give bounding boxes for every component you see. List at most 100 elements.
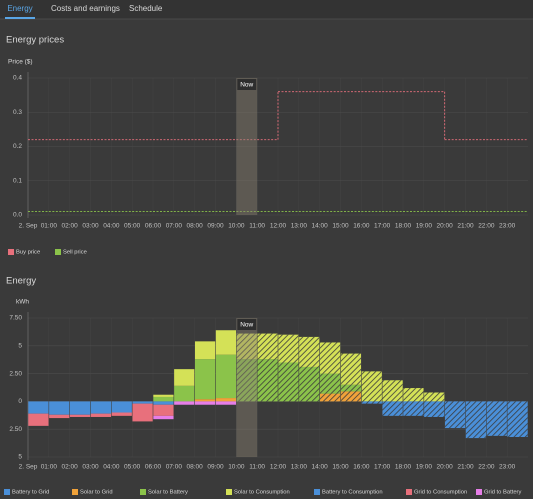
bar-segment: [153, 396, 174, 402]
legend-swatch: [406, 489, 412, 495]
x-tick-label: 02:00: [62, 464, 79, 471]
x-tick-label: 03:00: [82, 223, 99, 230]
forecast-hatch: [319, 393, 341, 402]
forecast-hatch: [403, 401, 424, 416]
forecast-hatch: [424, 392, 445, 402]
tab-indicator: [5, 17, 35, 19]
legend-swatch: [8, 249, 14, 255]
x-tick-label: 17:00: [374, 464, 391, 471]
bar-segment: [194, 341, 216, 360]
x-tick-label: 11:00: [249, 464, 265, 471]
y-tick-label: 5: [18, 454, 22, 461]
x-tick-label: 23:00: [499, 464, 516, 471]
forecast-hatch: [278, 362, 299, 402]
bar-segment: [49, 401, 70, 415]
now-label-bg: [237, 79, 257, 90]
legend-swatch: [314, 489, 320, 495]
legend-swatch: [476, 489, 482, 495]
y-tick-label: 7.50: [9, 315, 22, 322]
forecast-hatch: [382, 380, 403, 402]
x-tick-label: 09:00: [207, 223, 224, 230]
x-tick-label: 18:00: [395, 464, 412, 471]
x-tick-label: 19:00: [416, 464, 433, 471]
y-tick-label: 0.2: [13, 143, 22, 150]
forecast-hatch: [340, 391, 362, 402]
x-tick-label: 06:00: [145, 223, 162, 230]
now-label: Now: [240, 322, 253, 329]
forecast-hatch: [403, 388, 424, 402]
now-band: [236, 318, 258, 457]
y-tick-label: 2.50: [9, 426, 22, 433]
x-tick-label: 2. Sep: [19, 464, 38, 471]
x-tick-label: 07:00: [166, 464, 183, 471]
legend-label: Solar to Battery: [148, 490, 188, 496]
legend-swatch: [140, 489, 146, 495]
legend-label: Solar to Consumption: [234, 490, 290, 496]
x-tick-label: 2. Sep: [19, 223, 38, 230]
bar-segment: [153, 401, 174, 405]
forecast-hatch: [340, 384, 362, 392]
x-tick-label: 21:00: [457, 223, 474, 230]
x-tick-label: 10:00: [228, 464, 245, 471]
x-tick-label: 17:00: [374, 223, 391, 230]
legend-swatch: [72, 489, 78, 495]
bar-segment: [90, 401, 112, 414]
legend-label: Sell price: [63, 250, 87, 256]
forecast-hatch: [319, 373, 341, 394]
bar-segment: [28, 401, 49, 414]
legend-swatch: [4, 489, 10, 495]
y-tick-label: 2.50: [9, 370, 22, 377]
x-tick-label: 14:00: [312, 223, 329, 230]
x-tick-label: 07:00: [166, 223, 183, 230]
tab[interactable]: Costs and earnings: [51, 4, 120, 13]
x-tick-label: 05:00: [124, 464, 141, 471]
y-tick-label: 0.1: [13, 177, 22, 184]
x-tick-label: 22:00: [478, 464, 495, 471]
bar-segment: [194, 359, 216, 400]
bar-segment: [215, 330, 237, 355]
x-tick-label: 22:00: [478, 223, 495, 230]
y-axis-label: kWh: [16, 299, 29, 306]
x-tick-label: 11:00: [249, 223, 265, 230]
forecast-hatch: [486, 401, 507, 436]
legend-label: Battery to Grid: [12, 490, 49, 496]
y-tick-label: 0.3: [13, 109, 22, 116]
x-tick-label: 08:00: [187, 464, 204, 471]
x-tick-label: 12:00: [270, 223, 287, 230]
bar-segment: [132, 403, 153, 422]
forecast-hatch: [424, 401, 445, 417]
x-tick-label: 10:00: [228, 223, 245, 230]
x-tick-label: 13:00: [291, 223, 308, 230]
bar-segment: [69, 414, 91, 417]
x-tick-label: 01:00: [41, 223, 58, 230]
x-tick-label: 05:00: [124, 223, 141, 230]
bar-segment: [90, 413, 112, 417]
forecast-hatch: [236, 359, 257, 402]
x-tick-label: 09:00: [207, 464, 224, 471]
x-tick-label: 20:00: [437, 223, 454, 230]
x-tick-label: 15:00: [332, 223, 349, 230]
now-label-bg: [237, 319, 257, 330]
forecast-hatch: [319, 342, 341, 374]
legend-swatch: [226, 489, 232, 495]
x-tick-label: 03:00: [82, 464, 99, 471]
x-tick-label: 20:00: [437, 464, 454, 471]
tab[interactable]: Schedule: [129, 4, 163, 13]
tab[interactable]: Energy: [7, 4, 32, 13]
y-tick-label: 0: [18, 398, 22, 405]
forecast-hatch: [507, 401, 528, 437]
x-tick-label: 08:00: [187, 223, 204, 230]
legend-label: Grid to Battery: [484, 490, 521, 496]
x-tick-label: 21:00: [457, 464, 474, 471]
y-tick-label: 0.4: [13, 75, 22, 82]
bar-segment: [215, 401, 237, 405]
bar-segment: [132, 401, 153, 404]
chart-title: Energy prices: [6, 35, 64, 46]
y-axis-label: Price ($): [8, 59, 33, 66]
tab-bar: [0, 0, 533, 19]
bar-segment: [28, 413, 49, 426]
bar-segment: [194, 399, 216, 402]
forecast-hatch: [465, 401, 487, 439]
